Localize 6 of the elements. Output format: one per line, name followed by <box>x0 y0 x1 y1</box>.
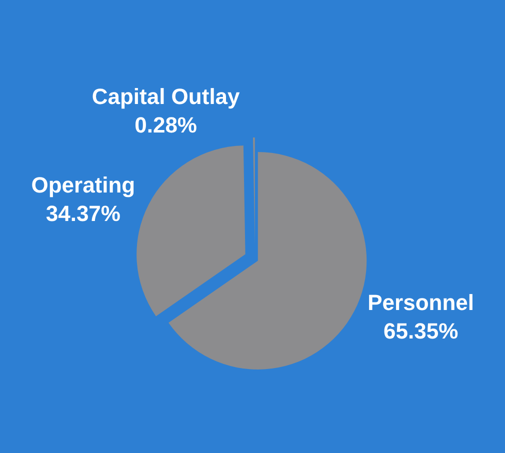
data-label: 65.35% <box>384 318 458 344</box>
data-label: 34.37% <box>46 200 120 226</box>
slice-label: Capital Outlay <box>92 84 241 109</box>
data-label: 0.28% <box>134 112 197 138</box>
slice-label: Operating <box>31 172 136 198</box>
slice-label: Personnel <box>368 290 474 316</box>
